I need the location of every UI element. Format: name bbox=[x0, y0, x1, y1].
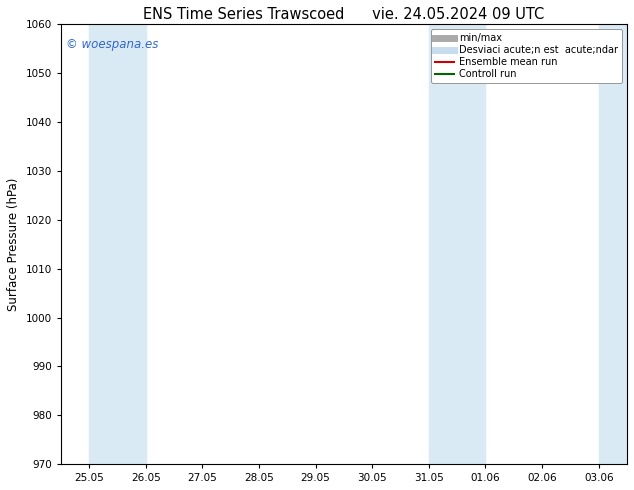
Title: ENS Time Series Trawscoed      vie. 24.05.2024 09 UTC: ENS Time Series Trawscoed vie. 24.05.202… bbox=[143, 7, 545, 22]
Bar bbox=[429, 24, 486, 464]
Bar bbox=[89, 24, 146, 464]
Legend: min/max, Desviaci acute;n est  acute;ndar, Ensemble mean run, Controll run: min/max, Desviaci acute;n est acute;ndar… bbox=[431, 29, 622, 83]
Y-axis label: Surface Pressure (hPa): Surface Pressure (hPa) bbox=[7, 177, 20, 311]
Text: © woespana.es: © woespana.es bbox=[67, 38, 158, 50]
Bar bbox=[598, 24, 627, 464]
